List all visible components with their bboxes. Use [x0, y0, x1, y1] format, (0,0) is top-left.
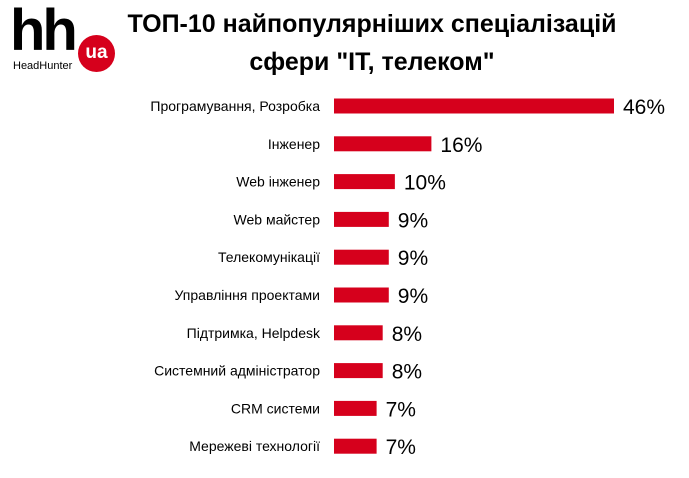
bar: [334, 363, 383, 379]
category-label: Системний адміністратор: [154, 363, 320, 379]
value-label: 9%: [398, 247, 428, 270]
value-label: 7%: [386, 398, 416, 421]
value-label: 8%: [392, 323, 422, 346]
bar: [334, 438, 377, 454]
value-label: 9%: [398, 209, 428, 232]
chart-title-line-2: сфери "IT, телеком": [249, 48, 495, 76]
chart-title-line-1: ТОП-10 найпопулярніших спеціалізацій: [127, 10, 617, 38]
value-label: 7%: [386, 436, 416, 459]
value-label: 8%: [392, 361, 422, 384]
bar: [334, 325, 383, 341]
category-label: Програмування, Розробка: [150, 98, 320, 114]
bar: [334, 98, 614, 114]
category-label: Підтримка, Helpdesk: [187, 325, 321, 341]
headhunter-logo: hh ua HeadHunter: [10, 2, 115, 78]
value-label: 9%: [398, 285, 428, 308]
bar: [334, 136, 432, 152]
logo-ua-badge: ua: [78, 35, 115, 72]
category-label: CRM системи: [231, 400, 320, 416]
bar: [334, 287, 389, 303]
category-label: Web майстер: [234, 211, 321, 227]
logo-hh-text: hh: [10, 0, 78, 63]
bar: [334, 249, 389, 265]
category-label: Web інженер: [236, 174, 320, 190]
bar: [334, 211, 389, 227]
logo-subtitle: HeadHunter: [13, 60, 73, 72]
value-label: 46%: [623, 96, 665, 119]
category-label: Телекомунікації: [218, 249, 320, 265]
value-label: 10%: [404, 172, 446, 195]
category-label: Інженер: [268, 136, 320, 152]
category-label: Мережеві технології: [189, 438, 320, 454]
bar: [334, 174, 395, 190]
value-label: 16%: [440, 134, 482, 157]
bar: [334, 400, 377, 416]
category-label: Управління проектами: [175, 287, 320, 303]
